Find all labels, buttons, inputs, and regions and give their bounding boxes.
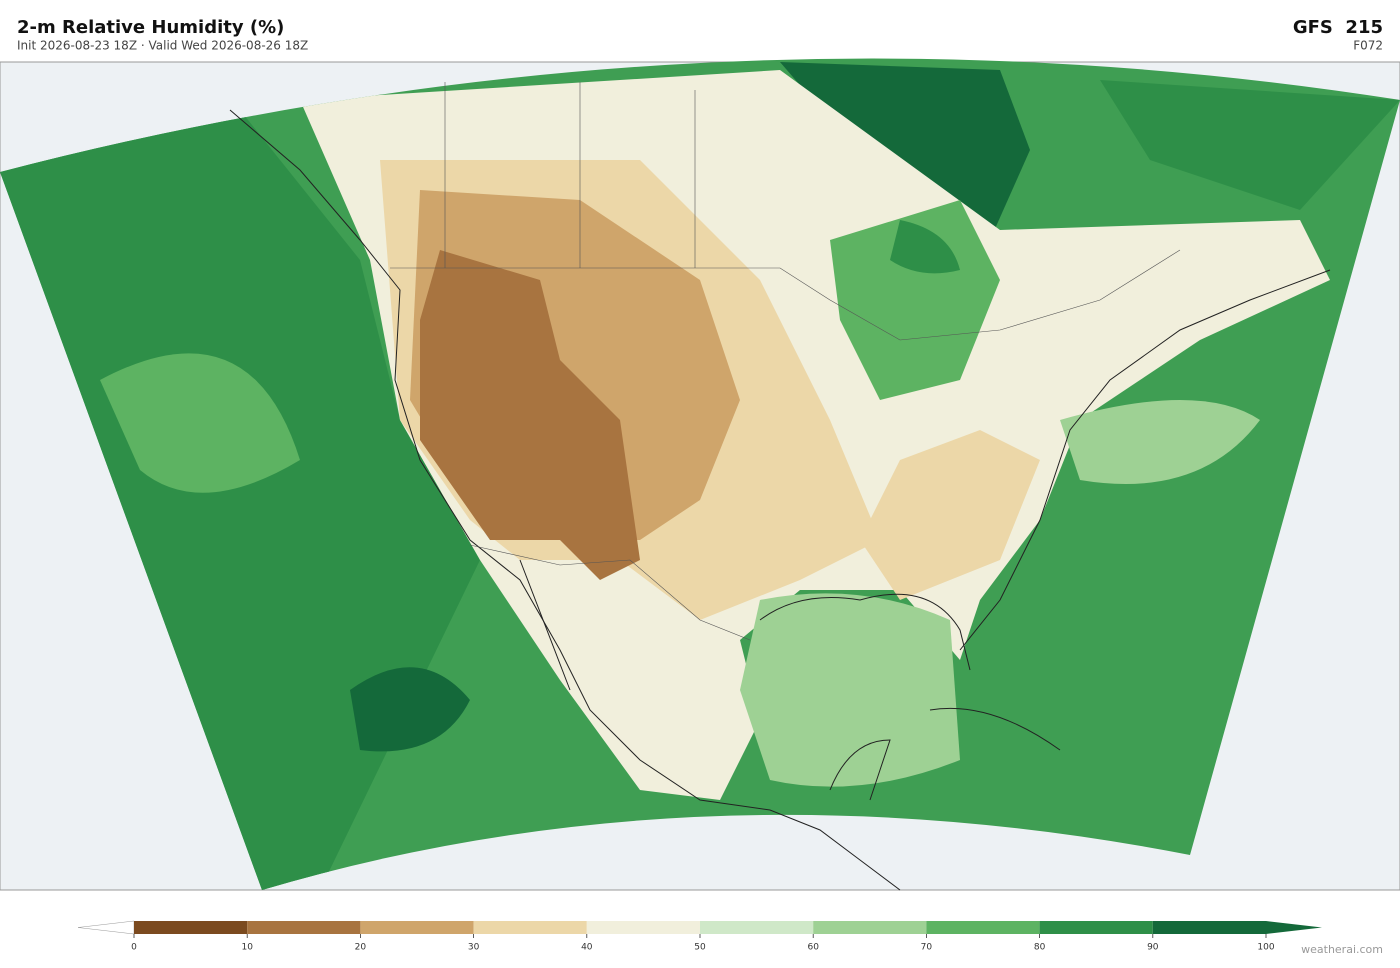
- colorbar-bin: [247, 921, 361, 934]
- colorbar-tick-label: 0: [131, 943, 137, 953]
- colorbar-tick-label: 100: [1257, 943, 1274, 953]
- colorbar-tick-label: 30: [468, 943, 480, 953]
- humidity-field: [0, 62, 1400, 890]
- gulf-field: [740, 593, 960, 787]
- forecast-hour: F072: [1353, 39, 1383, 53]
- land-field: [860, 430, 1040, 600]
- coastlines: [229, 109, 1331, 891]
- colorbar-tick-label: 90: [1147, 943, 1159, 953]
- land-field: [420, 250, 640, 580]
- land-field: [780, 62, 1030, 240]
- colorbar-bin: [360, 921, 474, 934]
- land-field: [1100, 80, 1400, 210]
- colorbar-tick-label: 40: [581, 943, 593, 953]
- colorbar-bin: [1039, 921, 1153, 934]
- colorbar-under: [77, 920, 135, 935]
- colorbar-tick-label: 50: [694, 943, 706, 953]
- colorbar-bin: [1152, 921, 1266, 934]
- land-field: [830, 200, 1000, 400]
- ocean-field: [100, 353, 300, 493]
- colorbar-bin: [586, 921, 700, 934]
- title: 2-m Relative Humidity (%): [17, 17, 284, 38]
- colorbar-bin: [813, 921, 927, 934]
- land-field: [890, 220, 960, 274]
- subtitle: Init 2026-08-23 18Z · Valid Wed 2026-08-…: [17, 39, 308, 53]
- colorbar-tick-label: 70: [921, 943, 933, 953]
- colorbar: 0 10 20 30 40 50 60 70 80 90 100: [77, 920, 1322, 953]
- colorbar-tick-label: 60: [807, 943, 819, 953]
- ocean-field: [350, 667, 470, 752]
- colorbar-tick-label: 80: [1034, 943, 1046, 953]
- colorbar-bin: [134, 921, 248, 934]
- credit: weatherai.com: [1301, 943, 1383, 956]
- colorbar-bin: [473, 921, 587, 934]
- model-label: GFS 215: [1293, 17, 1383, 38]
- ocean-field: [1060, 400, 1260, 484]
- map: [0, 58, 1400, 891]
- colorbar-bin: [700, 921, 814, 934]
- colorbar-tick-label: 20: [355, 943, 367, 953]
- colorbar-over: [1266, 921, 1322, 934]
- colorbar-tick-label: 10: [241, 943, 253, 953]
- colorbar-bin: [926, 921, 1040, 934]
- borders: [390, 82, 1181, 641]
